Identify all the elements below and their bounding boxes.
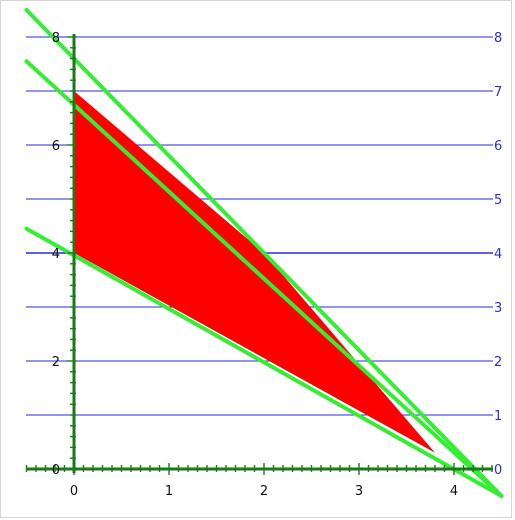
boundary-line-2 xyxy=(24,59,504,498)
y-tick-label-right: 5 xyxy=(494,193,502,208)
y-tick-label-right: 7 xyxy=(494,85,502,100)
y-tick-label-left: 0 xyxy=(52,463,60,478)
boundary-line-3 xyxy=(24,226,504,498)
y-tick-label-right: 4 xyxy=(494,247,502,262)
boundary-line-1 xyxy=(24,8,504,498)
y-tick-label-right: 2 xyxy=(494,355,502,370)
x-tick-label: 3 xyxy=(355,484,363,499)
y-tick-label-right: 6 xyxy=(494,139,502,154)
y-tick-label-right: 0 xyxy=(494,463,502,478)
x-tick-label: 0 xyxy=(70,484,78,499)
y-tick-label-right: 1 xyxy=(494,409,502,424)
y-tick-label-left: 2 xyxy=(52,355,60,370)
y-tick-label-right: 8 xyxy=(494,31,502,46)
y-tick-label-left: 8 xyxy=(52,31,60,46)
y-tick-label-left: 4 xyxy=(52,247,60,262)
x-tick-label: 2 xyxy=(260,484,268,499)
y-tick-label-left: 6 xyxy=(52,139,60,154)
x-tick-label: 4 xyxy=(450,484,458,499)
x-tick-label: 1 xyxy=(165,484,173,499)
y-tick-label-right: 3 xyxy=(494,301,502,316)
